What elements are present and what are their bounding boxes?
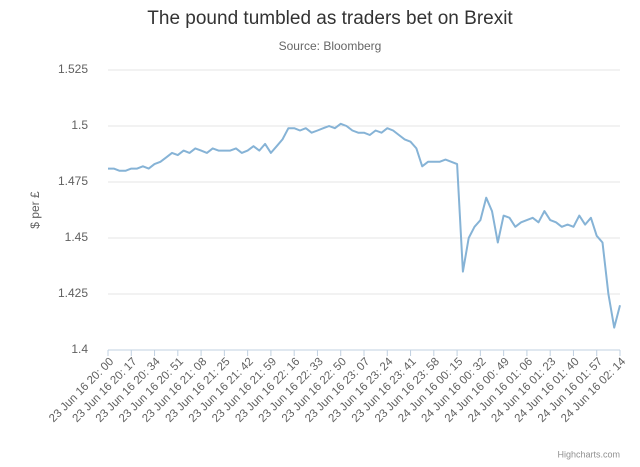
price-line <box>108 122 621 329</box>
chart-subtitle: Source: Bloomberg <box>279 39 382 53</box>
y-tick-label: 1.5 <box>71 118 88 132</box>
y-tick-label: 1.4 <box>71 342 88 356</box>
y-axis-title: $ per £ <box>28 191 42 229</box>
y-tick-label: 1.525 <box>58 62 88 76</box>
y-tick-label: 1.475 <box>58 174 88 188</box>
y-tick-label: 1.45 <box>65 230 89 244</box>
y-tick-label: 1.425 <box>58 286 88 300</box>
credit: Highcharts.com <box>557 449 620 459</box>
chart-title: The pound tumbled as traders bet on Brex… <box>147 8 513 29</box>
